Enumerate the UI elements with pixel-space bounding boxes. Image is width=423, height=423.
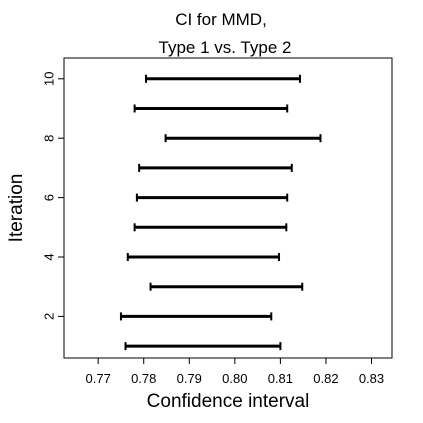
y-tick-label-0: 2 — [42, 313, 57, 320]
x-axis: 0.77 0.78 0.79 0.80 0.81 0.82 0.83 — [86, 358, 384, 386]
y-axis-label: Iteration — [6, 174, 27, 243]
x-tick-label-1: 0.78 — [131, 371, 156, 386]
x-tick-label-4: 0.81 — [268, 371, 293, 386]
x-tick-label-3: 0.80 — [222, 371, 247, 386]
y-tick-label-3: 8 — [42, 135, 57, 142]
plot-area-frame — [63, 57, 393, 359]
x-axis-label: Confidence interval — [147, 391, 310, 412]
x-tick-label-0: 0.77 — [86, 371, 111, 386]
chart-title-line-2: Type 1 vs. Type 2 — [159, 38, 292, 57]
y-axis: 2 4 6 8 10 — [42, 72, 64, 320]
x-tick-label-2: 0.79 — [177, 371, 202, 386]
x-tick-label-6: 0.83 — [359, 371, 384, 386]
intervals-group — [119, 74, 322, 351]
chart-title-line-1: CI for MMD, — [175, 10, 267, 29]
y-tick-label-2: 6 — [42, 194, 57, 201]
y-tick-label-4: 10 — [42, 72, 57, 86]
x-tick-label-5: 0.82 — [313, 371, 338, 386]
y-tick-label-1: 4 — [42, 253, 57, 260]
